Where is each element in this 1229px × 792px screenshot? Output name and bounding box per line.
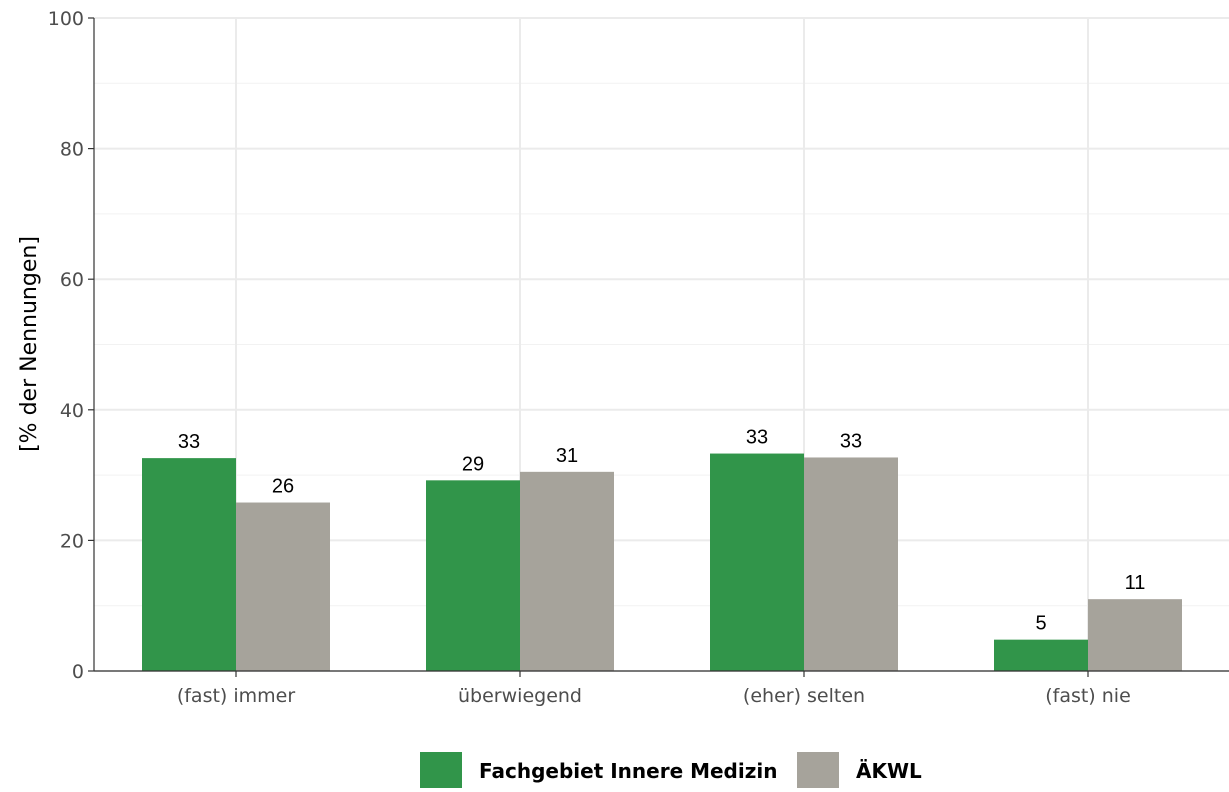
legend-label: ÄKWL xyxy=(856,759,922,783)
major-gridlines xyxy=(94,17,1229,672)
x-axis-ticks: (fast) immer überwiegend (eher) selten (fas… xyxy=(177,671,1131,707)
legend-label: Fachgebiet Innere Medizin xyxy=(479,759,777,783)
bar xyxy=(804,457,898,671)
legend-swatch xyxy=(797,752,839,788)
data-label: 33 xyxy=(840,430,862,452)
data-label: 33 xyxy=(178,431,200,453)
legend: Fachgebiet Innere Medizin ÄKWL xyxy=(420,752,922,788)
x-tick-label: überwiegend xyxy=(458,685,582,707)
bar xyxy=(142,458,236,671)
y-tick-label: 40 xyxy=(60,400,84,422)
data-label: 31 xyxy=(556,445,578,467)
data-labels: 33 29 33 5 26 31 33 11 xyxy=(178,427,1146,635)
data-label: 11 xyxy=(1125,572,1146,594)
y-axis-title: [% der Nennungen] xyxy=(17,236,42,452)
y-tick-label: 20 xyxy=(60,530,84,552)
bars xyxy=(142,453,1182,671)
bar xyxy=(994,639,1088,671)
bar xyxy=(710,453,804,671)
data-label: 29 xyxy=(462,453,484,475)
data-label: 33 xyxy=(746,427,768,449)
y-tick-label: 0 xyxy=(72,661,84,683)
data-label: 26 xyxy=(272,476,294,498)
y-tick-label: 80 xyxy=(60,139,84,161)
y-axis-ticks: 0 20 40 60 80 100 xyxy=(48,8,94,683)
bar xyxy=(426,480,520,671)
x-tick-label: (eher) selten xyxy=(743,685,865,707)
x-tick-label: (fast) nie xyxy=(1045,685,1131,707)
y-tick-label: 60 xyxy=(60,269,84,291)
bar xyxy=(236,502,330,671)
data-label: 5 xyxy=(1035,613,1046,635)
y-tick-label: 100 xyxy=(48,8,84,30)
bar xyxy=(1088,599,1182,671)
bar xyxy=(520,471,614,671)
x-tick-label: (fast) immer xyxy=(177,685,296,707)
legend-swatch xyxy=(420,752,462,788)
